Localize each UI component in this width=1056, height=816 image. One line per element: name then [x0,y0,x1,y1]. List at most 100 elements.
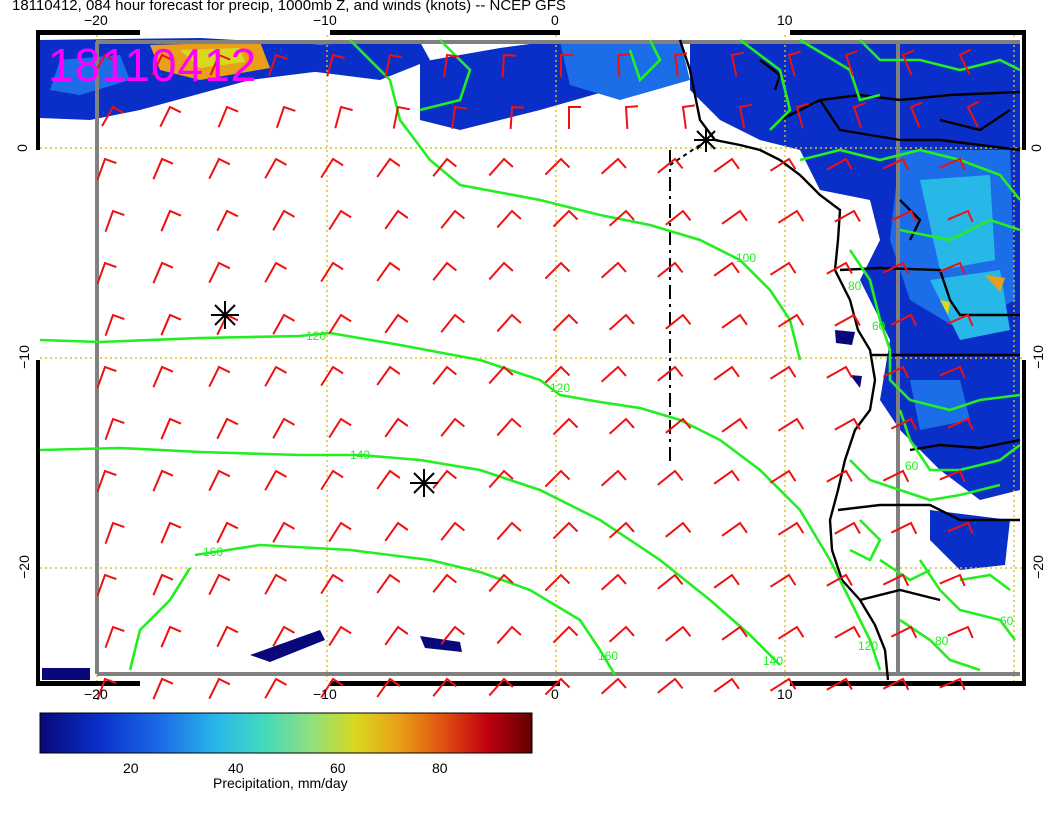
lon-tick-bottom: 10 [777,686,793,702]
wind-barb [600,677,627,695]
wind-barb [552,417,579,436]
wind-barb [208,469,231,492]
wind-barb [96,365,117,389]
wind-barb [713,157,740,173]
wind-barb [96,261,117,285]
wind-barb [657,677,684,694]
wind-barb [769,469,797,484]
wind-barb [334,105,353,129]
wind-barb [777,625,805,640]
wind-barb [376,157,401,178]
contour-labels: 120 120 140 160 160 140 120 100 80 60 80… [203,251,1014,668]
wind-barb [890,625,918,639]
lon-tick-top: 0 [551,12,559,28]
wind-barb [328,209,352,231]
wind-barb [826,573,853,587]
lat-tick-right: −20 [1029,555,1046,579]
wind-barbs [93,48,980,701]
wind-barb [777,209,805,224]
wind-barb [834,625,861,639]
contour-label: 80 [848,279,862,293]
wind-barb [600,365,627,383]
wind-barb [326,53,345,77]
wind-barb [882,677,910,691]
storm-marker [694,128,718,152]
wind-barb [272,209,295,231]
wind-barb [947,313,974,327]
wind-barb [104,209,125,233]
wind-barb [328,313,352,335]
wind-barb [787,50,801,77]
wind-barb [384,625,409,646]
wind-barb [151,53,174,76]
wind-barb [216,417,239,440]
wind-barb [160,625,182,648]
lon-tick-bottom: −20 [84,686,108,702]
wind-barb [384,313,409,334]
wind-barb [657,261,684,278]
wind-barb [267,53,288,77]
contour-label: 100 [736,251,756,265]
wind-barb [890,313,918,327]
wind-barb [657,157,684,174]
wind-barb [104,625,125,649]
wind-barb [909,101,923,128]
wind-barb [939,469,966,483]
wind-barb [217,105,239,128]
contour-label: 160 [598,649,618,663]
wind-barb [159,105,182,128]
wind-barb [209,53,231,76]
wind-barb [275,105,296,129]
map-title: 18110412, 084 hour forecast for precip, … [12,0,566,14]
colorbar-tick: 40 [228,760,244,776]
wind-barb [624,105,639,130]
wind-barb [440,521,466,541]
wind-barb [320,157,344,179]
wind-barb [104,417,125,441]
wind-barb [96,677,117,701]
wind-barb [208,157,231,180]
wind-barb [552,209,579,228]
wind-barb [901,49,915,76]
wind-barb [939,157,966,171]
contour-label: 120 [550,381,570,395]
wind-barb [208,365,231,388]
colorbar-tick: 20 [123,760,139,776]
wind-barb [104,313,125,337]
wind-barb [890,521,918,535]
contour-label: 60 [905,459,919,473]
height-contours [39,38,1022,676]
wind-barb [568,106,581,129]
wind-barb [939,573,966,587]
wind-barb [501,53,517,78]
wind-barb [544,365,571,384]
wind-barb [216,625,239,648]
wind-barb [713,677,740,693]
wind-barb [852,102,866,129]
wind-barb [826,365,853,379]
wind-barb [440,313,466,333]
wind-barb [496,209,522,229]
contour-label: 60 [1000,614,1014,628]
wind-barb [882,573,910,587]
wind-barb [440,209,466,229]
wind-barb [443,53,460,77]
wind-barb [947,625,974,639]
wind-barb [600,573,627,591]
wind-barb [882,365,910,379]
wind-barb [509,105,525,130]
wind-barb [96,469,117,493]
contour-label: 80 [935,634,949,648]
contour-label: 120 [858,639,878,653]
wind-barb [544,157,571,176]
wind-barb [834,521,861,535]
wind-barb [160,521,182,544]
contour-label: 140 [350,448,370,462]
wind-barb [432,365,458,385]
wind-barb [496,417,522,437]
wind-barb [101,105,124,127]
wind-barb [152,573,174,596]
lat-tick-left: −10 [15,345,32,369]
wind-barb [320,677,344,699]
